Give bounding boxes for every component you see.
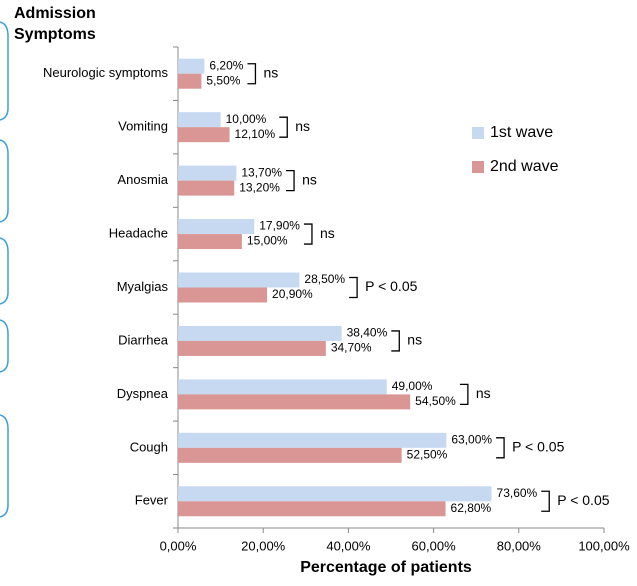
y-tick-label: Myalgias [117,279,169,294]
chart-title: Symptoms [14,26,96,43]
value-label: 63,00% [451,433,492,447]
significance-bracket [303,223,313,245]
significance-bracket [286,169,295,192]
value-label: 28,50% [304,272,345,286]
value-label: 38,40% [347,326,388,340]
side-brackets [0,21,9,518]
value-label: 49,00% [392,379,433,393]
bar [178,379,387,395]
bar [178,127,230,143]
y-tick-label: Vomiting [118,119,168,134]
y-tick-label: Neurologic symptoms [43,65,168,80]
y-tick-label: Cough [130,439,168,454]
bar [178,219,255,235]
value-label: 52,50% [407,448,448,462]
x-tick-label: 0,00% [160,538,197,553]
value-label: 13,20% [239,180,280,194]
chart-title: Admission [14,5,96,22]
value-label: 73,60% [497,486,538,500]
value-label: 6,20% [209,58,243,72]
significance-label: P < 0.05 [557,492,610,508]
bar [178,501,446,517]
x-tick-label: 20,00% [241,538,286,553]
bar [178,272,300,288]
significance-bracket [459,383,469,406]
legend-swatch [472,161,484,173]
value-label: 20,90% [272,287,313,301]
significance-label: ns [320,225,335,241]
y-tick-label: Headache [109,225,168,240]
significance-bracket [496,437,505,459]
significance-label: P < 0.05 [365,278,418,294]
significance-bracket [541,490,550,512]
bar [178,234,242,250]
y-tick-label: Diarrhea [118,332,169,347]
significance-label: P < 0.05 [512,439,565,455]
value-label: 54,50% [415,394,456,408]
significance-label: ns [302,171,317,187]
bar [178,486,492,502]
value-label: 15,00% [247,234,288,248]
significance-bracket [279,116,288,138]
legend-label: 2nd wave [490,158,559,175]
significance-label: ns [476,385,491,401]
x-tick-label: 80,00% [497,538,542,553]
value-label: 34,70% [331,341,372,355]
bar [178,58,205,74]
y-tick-label: Anosmia [117,172,168,187]
bar [178,180,235,196]
significance-label: ns [407,332,422,348]
bar [178,73,202,89]
significance-label: ns [295,118,310,134]
y-tick-label: Dyspnea [117,386,169,401]
bar [178,112,221,128]
significance-bracket [247,63,257,85]
value-label: 12,10% [235,127,276,141]
x-tick-label: 100,00% [578,538,630,553]
significance-bracket [349,276,358,299]
significance-label: ns [263,64,278,80]
x-tick-label: 40,00% [326,538,371,553]
bar [178,340,326,356]
significance-bracket [391,330,400,352]
value-label: 10,00% [226,112,267,126]
bar [178,432,447,448]
x-axis-title: Percentage of patients [300,559,472,576]
x-tick-label: 60,00% [412,538,457,553]
bar [178,447,402,463]
value-label: 5,50% [206,73,240,87]
value-label: 62,80% [451,501,492,515]
bar [178,287,268,303]
bar [178,394,411,410]
bar [178,165,237,181]
y-tick-label: Fever [135,493,169,508]
value-label: 17,90% [259,219,300,233]
value-label: 13,70% [241,165,282,179]
legend-swatch [472,127,484,139]
legend-label: 1st wave [490,124,553,141]
bar [178,325,342,341]
